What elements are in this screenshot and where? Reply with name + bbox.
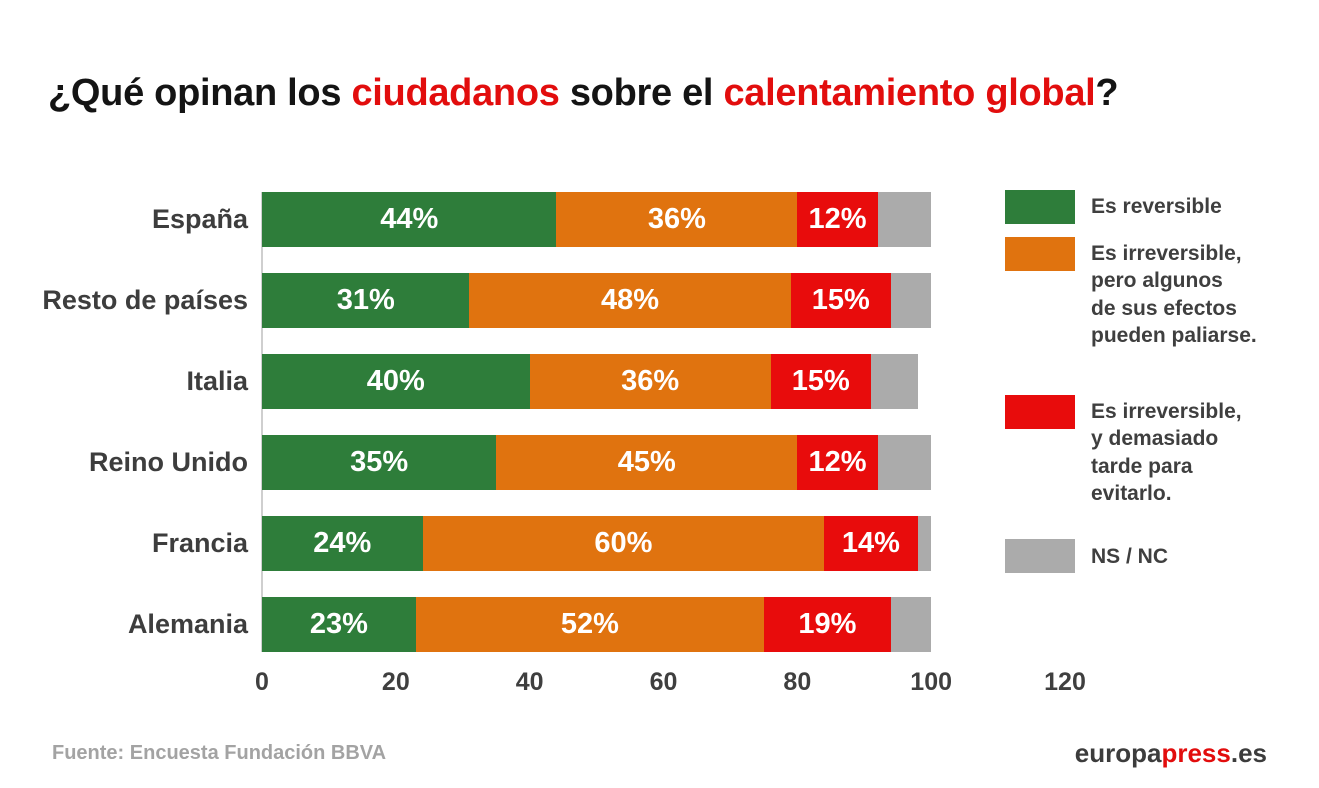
segment-value-label: 23% (309, 608, 368, 640)
bar-track: 24% 60% 14% (262, 516, 932, 571)
segment-value-label: 15% (811, 284, 870, 316)
category-label: Reino Unido (89, 447, 248, 477)
bar-segment (917, 516, 932, 571)
segment-value-label: 15% (791, 365, 850, 397)
chart-legend: Es reversible Es irreversible, pero alguno… (1005, 190, 1305, 574)
segment-value-label: 31% (336, 284, 395, 316)
category-label: Francia (151, 528, 248, 558)
segment-value-label: 45% (617, 446, 676, 478)
segment-value-label: 24% (313, 527, 372, 559)
segment-value-label: 36% (621, 365, 680, 397)
segment-value-label: 60% (594, 527, 653, 559)
europapress-logo: europapress.es (1075, 738, 1267, 769)
source-note: Fuente: Encuesta Fundación BBVA (52, 742, 387, 764)
x-tick-label: 0 (255, 668, 269, 696)
bar-segment: 24% (262, 516, 423, 571)
segment-value-label: 48% (601, 284, 660, 316)
x-tick-label: 100 (910, 668, 953, 696)
legend-swatch (1005, 237, 1075, 271)
bar-segment: 35% (262, 435, 497, 490)
legend-label: Es irreversible, pero algunos de sus efect… (1091, 242, 1257, 347)
bar-segment: 44% (262, 192, 557, 247)
logo-part-europa: europa (1074, 738, 1162, 768)
x-tick-label: 40 (515, 668, 544, 696)
segment-value-label: 52% (560, 608, 619, 640)
x-tick-label: 120 (1044, 668, 1086, 696)
category-label: Resto de países (42, 285, 248, 315)
title-segment: calentamiento global (723, 72, 1096, 114)
bar-segment: 12% (797, 435, 878, 490)
segment-value-label: 44% (380, 203, 439, 235)
legend-item: NS / NC (1005, 539, 1305, 574)
legend-item: Es irreversible, y demasiado tarde para evi… (1005, 395, 1305, 507)
bar-segment: 14% (824, 516, 918, 571)
segment-value-label: 12% (808, 203, 867, 235)
segment-value-label: 36% (647, 203, 706, 235)
bar-track: 23% 52% 19% (262, 597, 932, 652)
bar-segment: 31% (262, 273, 470, 328)
bar-segment (891, 273, 932, 328)
segment-value-label: 12% (808, 446, 867, 478)
segment-value-label: 19% (798, 608, 857, 640)
bar-track: 40% 36% 15% (262, 354, 918, 409)
bar-row: Alemania 23% 52% 19% (14, 597, 1084, 652)
bar-segment (877, 435, 932, 490)
segment-value-label: 35% (350, 446, 409, 478)
bar-row: España 44% 36% 12% (14, 192, 1084, 247)
legend-item: Es reversible (1005, 190, 1305, 224)
stacked-bar-chart: España 44% 36% 12% Resto de países 31% 48% 15% I… (14, 192, 1086, 702)
x-tick-label: 80 (783, 668, 812, 696)
bar-segment (870, 354, 918, 409)
legend-swatch (1005, 190, 1075, 224)
bar-segment: 15% (770, 354, 871, 409)
x-tick-label: 20 (381, 668, 410, 696)
bar-segment: 52% (415, 597, 764, 652)
segment-value-label: 40% (366, 365, 425, 397)
bar-segment: 36% (556, 192, 798, 247)
legend-label: Es reversible (1091, 195, 1222, 219)
bar-segment: 48% (469, 273, 791, 328)
title-segment: ? (1095, 72, 1119, 114)
bar-track: 35% 45% 12% (262, 435, 932, 490)
x-axis-ticks: 0 20 40 60 80 100 120 (14, 668, 1086, 702)
bar-segment: 40% (262, 354, 530, 409)
bar-segment: 12% (797, 192, 878, 247)
y-axis-line (261, 192, 263, 652)
legend-label: NS / NC (1091, 544, 1169, 568)
bar-segment: 23% (262, 597, 416, 652)
bar-row: Italia 40% 36% 15% (14, 354, 1084, 409)
bar-row: Resto de países 31% 48% 15% (14, 273, 1084, 328)
category-label: Alemania (127, 609, 248, 639)
bar-segment: 45% (496, 435, 798, 490)
title-segment: sobre el (559, 72, 724, 114)
category-label: Italia (186, 366, 248, 396)
bar-track: 31% 48% 15% (262, 273, 932, 328)
legend-item: Es irreversible, pero algunos de sus efect… (1005, 237, 1305, 349)
bar-segment (891, 597, 932, 652)
category-label: España (151, 204, 248, 234)
bar-segment (877, 192, 932, 247)
x-tick-label: 60 (649, 668, 678, 696)
bar-segment: 36% (529, 354, 771, 409)
legend-label: Es irreversible, y demasiado tarde para evi… (1091, 400, 1242, 506)
bar-segment: 15% (790, 273, 891, 328)
bar-track: 44% 36% 12% (262, 192, 932, 247)
title-segment: ciudadanos (351, 72, 560, 114)
bar-rows: España 44% 36% 12% Resto de países 31% 48% 15% I… (14, 192, 1084, 652)
legend-swatch (1005, 539, 1075, 574)
legend-swatch (1005, 395, 1075, 430)
chart-title: ¿Qué opinan los ciudadanos sobre el cale… (48, 72, 1119, 115)
segment-value-label: 14% (841, 527, 900, 559)
logo-part-es: .es (1230, 738, 1267, 768)
bar-row: Francia 24% 60% 14% (14, 516, 1084, 571)
bar-segment: 19% (763, 597, 891, 652)
bar-row: Reino Unido 35% 45% 12% (14, 435, 1084, 490)
title-segment: ¿Qué opinan los (48, 72, 352, 114)
logo-part-press: press (1161, 738, 1231, 768)
bar-segment: 60% (422, 516, 825, 571)
